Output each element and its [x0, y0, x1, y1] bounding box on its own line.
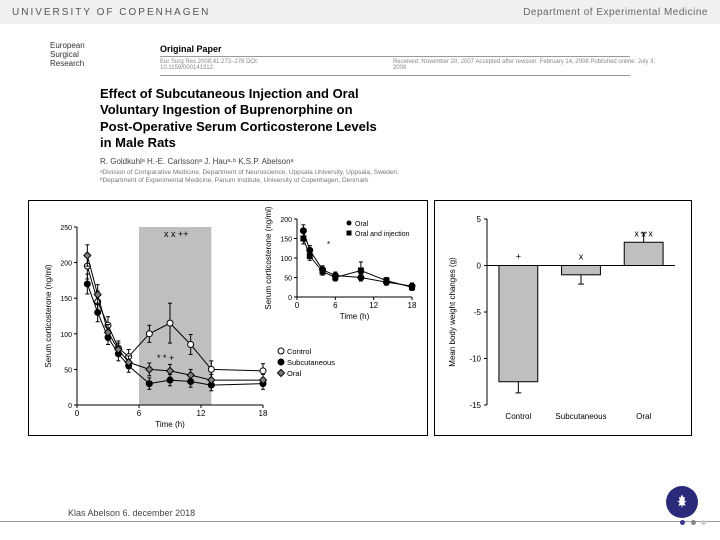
divider — [160, 75, 630, 76]
journal-line: Research — [50, 60, 85, 69]
svg-text:150: 150 — [60, 296, 72, 303]
affiliations: ᵃDivision of Comparative Medicine, Depar… — [100, 169, 670, 186]
svg-text:150: 150 — [280, 236, 292, 243]
title-line: Post-Operative Serum Corticosterone Leve… — [100, 119, 450, 135]
svg-text:100: 100 — [280, 256, 292, 263]
svg-text:Subcutaneous: Subcutaneous — [287, 358, 335, 367]
meta-right: Received: November 20, 2007 Accepted aft… — [393, 59, 670, 71]
decoration-dots — [679, 512, 706, 530]
svg-text:50: 50 — [64, 367, 72, 374]
svg-text:Mean body weight changes (g): Mean body weight changes (g) — [448, 257, 457, 367]
svg-text:Serum corticosterone (ng/ml): Serum corticosterone (ng/ml) — [44, 264, 53, 367]
svg-text:5: 5 — [477, 215, 482, 224]
footer-text: Klas Abelson 6. december 2018 — [68, 508, 195, 518]
svg-text:Serum corticosterone (ng/ml): Serum corticosterone (ng/ml) — [264, 206, 273, 309]
title-line: Effect of Subcutaneous Injection and Ora… — [100, 86, 450, 102]
department-name: Department of Experimental Medicine — [523, 7, 708, 18]
svg-text:-5: -5 — [474, 308, 482, 317]
affil-line: ᵇDepartment of Experimental Medicine, Pa… — [100, 177, 670, 185]
svg-text:-10: -10 — [469, 354, 481, 363]
svg-text:x: x — [579, 251, 584, 261]
affil-line: ᵃDivision of Comparative Medicine, Depar… — [100, 169, 670, 177]
meta-left: Eur Surg Res 2008;41:272–278 DOI: 10.115… — [160, 59, 313, 71]
paper-header: European Surgical Research Original Pape… — [0, 24, 720, 190]
svg-text:*: * — [327, 240, 330, 249]
svg-text:100: 100 — [60, 332, 72, 339]
chart-c-svg: -15 -10 -5 0 5 Mean body weight changes (g) Co… — [435, 201, 693, 437]
svg-text:-15: -15 — [469, 401, 481, 410]
svg-text:200: 200 — [60, 260, 72, 267]
svg-text:Time (h): Time (h) — [340, 312, 370, 321]
svg-text:0: 0 — [477, 261, 482, 270]
dot-icon — [680, 520, 685, 525]
paper-meta: Eur Surg Res 2008;41:272–278 DOI: 10.115… — [160, 59, 670, 71]
svg-text:200: 200 — [280, 217, 292, 224]
svg-text:x x x: x x x — [634, 228, 653, 238]
svg-text:Time (h): Time (h) — [155, 420, 185, 429]
svg-text:12: 12 — [369, 301, 378, 310]
svg-text:0: 0 — [295, 301, 300, 310]
svg-text:18: 18 — [259, 409, 268, 418]
left-panel: 0 6 12 18 0 50 100 150 200 250 Time (h) Serum corti… — [28, 200, 428, 436]
svg-text:Oral and injection: Oral and injection — [355, 231, 410, 238]
svg-text:Control: Control — [505, 412, 531, 421]
svg-text:12: 12 — [197, 409, 206, 418]
svg-text:Oral: Oral — [355, 221, 369, 228]
svg-text:+: + — [516, 251, 521, 261]
svg-text:Oral: Oral — [287, 369, 302, 378]
svg-text:6: 6 — [137, 409, 142, 418]
svg-text:Control: Control — [287, 347, 312, 356]
svg-text:0: 0 — [75, 409, 80, 418]
title-line: in Male Rats — [100, 135, 450, 151]
journal-logo: European Surgical Research — [50, 42, 85, 68]
svg-text:250: 250 — [60, 225, 72, 232]
svg-text:x x ++: x x ++ — [164, 229, 189, 239]
svg-text:Subcutaneous: Subcutaneous — [555, 412, 606, 421]
original-paper-label: Original Paper — [160, 44, 630, 57]
svg-text:* * +: * * + — [157, 353, 174, 363]
dot-icon — [691, 520, 696, 525]
svg-text:0: 0 — [288, 295, 292, 302]
title-line: Voluntary Ingestion of Buprenorphine on — [100, 102, 450, 118]
svg-text:50: 50 — [284, 275, 292, 282]
svg-text:0: 0 — [68, 403, 72, 410]
svg-text:18: 18 — [408, 301, 417, 310]
chart-a-b-svg: 0 6 12 18 0 50 100 150 200 250 Time (h) Serum corti… — [29, 201, 429, 437]
svg-text:6: 6 — [333, 301, 338, 310]
charts-row: 061218050100150200250Time (h)Serum corti… — [28, 200, 700, 436]
right-panel: -15 -10 -5 0 5 Mean body weight changes (g) Co… — [434, 200, 692, 436]
paper-title: Effect of Subcutaneous Injection and Ora… — [100, 86, 450, 151]
university-name: UNIVERSITY OF COPENHAGEN — [12, 7, 523, 18]
svg-text:Oral: Oral — [636, 412, 651, 421]
slide-header: UNIVERSITY OF COPENHAGEN Department of E… — [0, 0, 720, 24]
slide-footer: Klas Abelson 6. december 2018 — [0, 521, 720, 522]
dot-icon — [701, 520, 706, 525]
authors: R. Goldkuhlᵃ H.-E. Carlssonᵃ J. Hauᵃ·ᵇ K… — [100, 157, 670, 166]
